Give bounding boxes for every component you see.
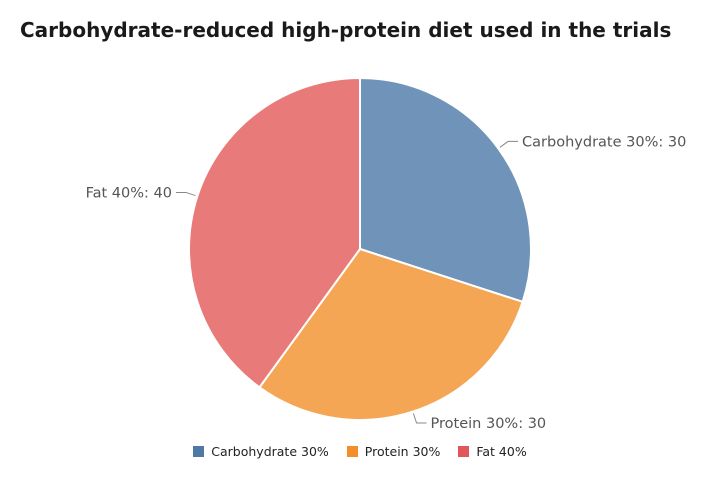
legend-item-fat-40[interactable]: Fat 40% <box>458 444 527 459</box>
legend-label: Fat 40% <box>476 444 527 459</box>
legend-swatch <box>346 446 358 457</box>
leader-line-protein-30 <box>412 413 427 424</box>
legend: Carbohydrate 30% Protein 30% Fat 40% <box>0 444 720 459</box>
slice-labels: Carbohydrate 30%: 30 Protein 30%: 30 Fat 4… <box>86 134 687 432</box>
pie-slice-protein-30[interactable] <box>258 248 524 421</box>
legend-swatch <box>458 446 470 457</box>
legend-label: Protein 30% <box>364 444 441 459</box>
legend-label: Carbohydrate 30% <box>211 444 329 459</box>
chart-title: Carbohydrate-reduced high-protein diet u… <box>20 18 672 42</box>
leader-line-fat-40 <box>175 191 196 197</box>
slice-leader-lines <box>175 140 519 424</box>
pie-slices <box>188 77 532 421</box>
legend-item-protein-30[interactable]: Protein 30% <box>346 444 441 459</box>
pie-slice-carbohydrate-30[interactable] <box>359 77 532 303</box>
leader-line-carbohydrate-30 <box>499 140 519 148</box>
slice-label-protein-30: Protein 30%: 30 <box>431 416 547 432</box>
legend-item-carbohydrate-30[interactable]: Carbohydrate 30% <box>193 444 329 459</box>
slice-label-carbohydrate-30: Carbohydrate 30%: 30 <box>522 134 686 150</box>
slice-label-fat-40: Fat 40%: 40 <box>86 185 172 201</box>
legend-swatch <box>193 446 205 457</box>
pie-slice-fat-40[interactable] <box>188 77 361 389</box>
